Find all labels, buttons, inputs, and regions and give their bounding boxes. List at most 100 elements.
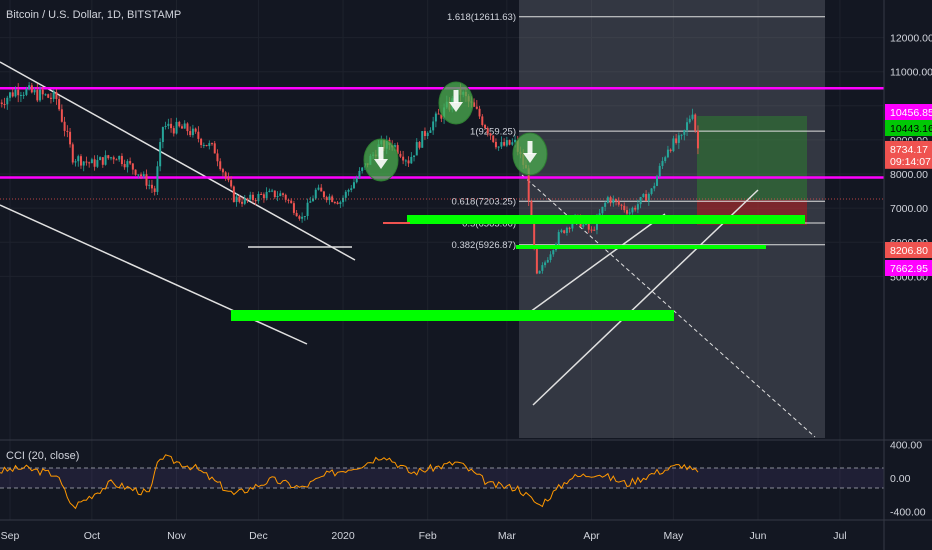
candle-body	[156, 166, 159, 192]
candle-body	[63, 121, 66, 131]
cci-axis[interactable]: 400.00 0.00 -400.00	[890, 440, 926, 519]
candle-body	[639, 197, 642, 205]
candle-body	[355, 177, 358, 183]
candle-body	[535, 247, 538, 274]
cci-tick-label: -400.00	[890, 506, 926, 518]
candle-body	[694, 114, 697, 131]
candle-body	[235, 196, 238, 203]
candle-body	[587, 223, 590, 230]
candle-body	[14, 89, 17, 97]
price-tag: 10456.85	[885, 104, 932, 120]
support-zone-lower	[231, 310, 674, 321]
candle-body	[322, 191, 325, 198]
candle-body	[541, 265, 544, 271]
candle-body	[279, 193, 282, 197]
candle-body	[658, 165, 661, 177]
candle-body	[361, 167, 364, 171]
candle-body	[669, 149, 672, 152]
candle-body	[71, 144, 74, 163]
candle-body	[393, 145, 396, 148]
arrow-shaft	[527, 141, 533, 154]
candle-body	[620, 204, 623, 206]
candle-body	[6, 97, 9, 105]
price-tag-text: 10456.85	[890, 107, 932, 119]
arrow-head	[374, 159, 388, 169]
candle-body	[290, 200, 293, 204]
cci-panel	[0, 440, 884, 520]
candle-body	[508, 140, 511, 145]
time-axis[interactable]: Sep Oct Nov Dec 2020 Feb Mar Apr May Jun Jul	[1, 530, 847, 542]
candle-body	[265, 191, 268, 199]
candle-body	[66, 130, 69, 132]
candle-body	[625, 210, 628, 214]
candle-body	[317, 187, 320, 190]
candle-body	[44, 94, 47, 96]
fib-label: 0.382(5926.87)	[452, 240, 516, 251]
candle-body	[514, 139, 517, 143]
candle-body	[650, 188, 653, 194]
rising-channel-lower	[532, 189, 759, 406]
candle-body	[96, 160, 99, 167]
candle-body	[260, 193, 263, 195]
descending-channel-upper	[0, 61, 356, 261]
candle-body	[167, 123, 170, 126]
candle-body	[82, 161, 85, 166]
candle-body	[604, 202, 607, 207]
candle-body	[3, 103, 6, 105]
candle-body	[276, 196, 279, 198]
candle-body	[36, 90, 39, 101]
candle-body	[208, 143, 211, 147]
candle-body	[17, 89, 20, 96]
time-tick-label: Sep	[1, 530, 20, 542]
arrow-shaft	[378, 147, 384, 160]
price-tag-text: 8206.80	[890, 245, 928, 257]
candle-body	[396, 145, 399, 154]
candle-body	[437, 113, 440, 115]
candle-body	[426, 132, 429, 137]
price-tick-label: 12000.00	[890, 33, 932, 45]
candle-body	[530, 201, 533, 220]
candle-body	[473, 102, 476, 107]
fib-label: 1(9259.25)	[470, 127, 516, 138]
candle-body	[175, 121, 178, 134]
candle-body	[52, 91, 55, 99]
candle-body	[126, 161, 129, 168]
candle-body	[645, 194, 648, 202]
candle-body	[642, 194, 645, 198]
candle-body	[271, 190, 274, 192]
support-line-middle	[516, 245, 766, 249]
time-tick-label: Apr	[583, 530, 600, 542]
candle-body	[568, 227, 571, 229]
candle-body	[194, 128, 197, 132]
candle-body	[533, 219, 536, 248]
candle-body	[358, 170, 361, 178]
candle-body	[219, 161, 222, 170]
candle-body	[478, 108, 481, 117]
candle-body	[623, 205, 626, 211]
candle-body	[153, 188, 156, 192]
candle-body	[123, 164, 126, 168]
price-tick-label: 7000.00	[890, 203, 928, 215]
candle-body	[202, 144, 205, 146]
candle-body	[339, 202, 342, 204]
candle-body	[609, 197, 612, 204]
candle-body	[200, 138, 203, 146]
arrow-head	[523, 153, 537, 163]
candle-body	[489, 133, 492, 136]
candle-body	[251, 194, 254, 201]
candle-body	[675, 138, 678, 143]
candle-body	[303, 216, 306, 218]
candle-body	[88, 162, 91, 164]
support-zone-upper	[407, 215, 805, 224]
candle-body	[11, 92, 14, 97]
cci-indicator-title: CCI (20, close)	[6, 450, 80, 462]
candle-body	[399, 153, 402, 157]
rising-channel-upper	[518, 213, 666, 321]
candle-body	[505, 140, 508, 146]
candle-body	[563, 230, 566, 234]
price-tick-label: 8000.00	[890, 169, 928, 181]
candle-body	[273, 190, 276, 198]
price-tag: 09:14:07	[885, 152, 932, 169]
candle-body	[429, 130, 432, 133]
